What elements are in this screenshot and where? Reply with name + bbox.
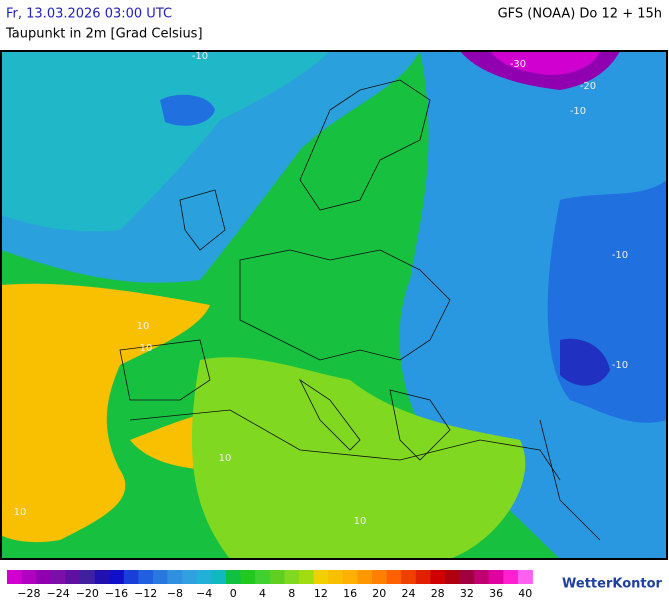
color-swatch: [269, 570, 285, 584]
contour-label: 10: [137, 321, 150, 332]
color-swatch: [459, 570, 475, 584]
color-swatch: [342, 570, 358, 584]
contour-label: 10: [354, 516, 367, 527]
arctic-core: [490, 51, 600, 75]
color-swatch: [328, 570, 344, 584]
colorbar-label: −28: [17, 587, 40, 600]
map-frame: [0, 50, 668, 560]
map: -10 -30 -20 -10 10 10 10 10 -10 -10 10: [0, 50, 668, 560]
color-swatch: [65, 570, 81, 584]
caucasus: [560, 338, 610, 386]
color-swatch: [284, 570, 300, 584]
contour-label: -10: [612, 360, 628, 371]
subtitle: Taupunkt in 2m [Grad Celsius]: [5, 27, 203, 42]
contour-label: -10: [570, 106, 586, 117]
color-swatch: [518, 570, 533, 584]
color-swatch: [313, 570, 329, 584]
atlantic-warm: [1, 283, 210, 543]
color-swatch: [21, 570, 37, 584]
color-swatch: [299, 570, 314, 584]
datetime: Fr, 13.03.2026 03:00 UTC: [6, 7, 172, 22]
contour-label: -30: [510, 59, 526, 70]
colorbar-label: 20: [372, 587, 386, 600]
color-swatch: [123, 570, 139, 584]
color-swatch: [488, 570, 504, 584]
color-swatch: [430, 570, 446, 584]
color-swatch: [401, 570, 417, 584]
colorbar-label: −16: [105, 587, 128, 600]
contour-label: 10: [140, 343, 153, 354]
color-swatch: [357, 570, 373, 584]
colorbar-label: 16: [343, 587, 357, 600]
colorbar-label: −12: [134, 587, 157, 600]
contour-label: 10: [14, 507, 27, 518]
color-swatch: [109, 570, 125, 584]
colorbar-label: 32: [460, 587, 474, 600]
mediterranean: [191, 357, 526, 559]
color-swatch: [7, 570, 22, 584]
colorbar-label: −8: [167, 587, 183, 600]
color-swatch: [386, 570, 402, 584]
contour-label: -10: [612, 250, 628, 261]
colorbar-label: 40: [518, 587, 532, 600]
color-swatch: [372, 570, 387, 584]
colorbar-label: 12: [314, 587, 328, 600]
color-swatch: [153, 570, 168, 584]
color-swatch: [445, 570, 460, 584]
colorbar: −28 −24 −20 −16 −12 −8 −4 0 4 8 12 16 20 24 28 32 36 40: [7, 570, 533, 600]
color-swatch: [226, 570, 241, 584]
color-swatch: [167, 570, 183, 584]
color-swatch: [36, 570, 52, 584]
color-swatch: [503, 570, 519, 584]
colorbar-label: 28: [431, 587, 445, 600]
north-atlantic: [1, 51, 330, 232]
color-swatch: [474, 570, 490, 584]
colorbar-label: −24: [46, 587, 69, 600]
colorbar-label: −4: [196, 587, 212, 600]
color-swatch: [138, 570, 154, 584]
colorbar-label: 4: [259, 587, 266, 600]
russia-cold: [547, 180, 667, 423]
iceland: [160, 94, 215, 126]
color-swatch: [196, 570, 212, 584]
color-swatch: [94, 570, 110, 584]
color-swatch: [255, 570, 271, 584]
color-swatch: [240, 570, 256, 584]
contour-label: -20: [580, 81, 596, 92]
color-swatch: [50, 570, 66, 584]
colorbar-label: −20: [76, 587, 99, 600]
contour-label: 10: [219, 453, 232, 464]
color-swatch: [80, 570, 95, 584]
color-swatch: [182, 570, 198, 584]
contour-label: -10: [192, 51, 208, 62]
colorbar-label: 36: [489, 587, 503, 600]
colorbar-label: 24: [402, 587, 416, 600]
color-swatch: [415, 570, 431, 584]
coastlines: [119, 79, 601, 541]
colorbar-label: 0: [230, 587, 237, 600]
model-run: GFS (NOAA) Do 12 + 15h: [498, 7, 662, 22]
color-swatch: [211, 570, 227, 584]
colorbar-label: 8: [288, 587, 295, 600]
brand-logo: WetterKontor: [562, 577, 663, 592]
